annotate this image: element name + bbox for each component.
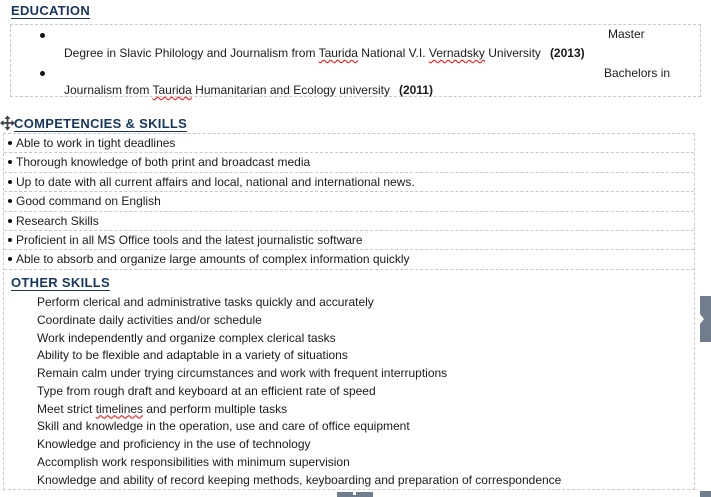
competencies-heading: COMPETENCIES & SKILLS [14,116,188,131]
corner-resize-handle[interactable] [700,491,711,497]
competency-text: Good command on English [16,194,161,209]
misspelled-word: Vernadsky [428,46,485,60]
skill-line: Knowledge and ability of record keeping … [37,472,562,487]
text-segment: University [484,46,541,60]
skill-line: Remain calm under trying circumstances a… [37,366,448,380]
bullet-icon [8,257,12,262]
competency-text: Up to date with all current affairs and … [16,174,415,189]
bullet-icon [40,71,45,76]
bullet-icon [40,33,45,38]
bullet-icon [8,160,12,165]
skill-line: Type from rough draft and keyboard at an… [37,383,376,398]
education-section-box[interactable]: Master Degree in Slavic Philology and Jo… [10,24,701,97]
bullet-icon [8,141,12,145]
competency-row[interactable]: Research Skills [4,212,694,231]
skill-line: Knowledge and proficiency in the use of … [37,437,311,451]
competencies-list: Able to work in tight deadlines Thorough… [3,133,695,270]
bullet-icon [8,199,12,204]
education-item-lead: Master [608,27,645,41]
competency-text: Research Skills [16,213,99,228]
competency-row[interactable]: Able to absorb and organize large amount… [4,250,694,270]
other-skills-section-box[interactable]: OTHER SKILLS Perform clerical and admini… [3,262,695,490]
skill-line: Accomplish work responsibilities with mi… [37,454,350,469]
other-skills-heading: OTHER SKILLS [11,275,110,290]
skill-line: Perform clerical and administrative task… [37,295,374,309]
competency-row[interactable]: Proficient in all MS Office tools and th… [4,231,694,251]
education-item-lead: Bachelors in [604,66,671,80]
horizontal-scroll-handle[interactable] [337,492,373,497]
bullet-icon [8,237,12,242]
competency-row[interactable]: Good command on English [4,192,694,212]
misspelled-word: Taurida [152,83,192,97]
competency-row[interactable]: Up to date with all current affairs and … [4,173,694,193]
other-skills-list: Perform clerical and administrative task… [37,294,561,489]
competency-text: Able to work in tight deadlines [16,136,176,150]
education-heading: EDUCATION [11,3,91,18]
text-segment: Degree in Slavic Philology and Journalis… [64,46,319,60]
competency-row[interactable]: Thorough knowledge of both print and bro… [4,153,694,173]
text-segment: Meet strict [37,401,96,416]
education-year: (2011) [398,83,433,97]
skill-line: Coordinate daily activities and/or sched… [37,312,262,327]
bullet-icon [8,179,12,184]
competency-row[interactable]: Able to work in tight deadlines [4,134,694,154]
skill-line: Ability to be flexible and adaptable in … [37,348,348,363]
text-segment: and perform multiple tasks [143,401,288,416]
education-item-text: Journalism from Taurida Humanitarian and… [64,83,433,97]
education-item-text: Degree in Slavic Philology and Journalis… [64,46,585,60]
left-notch-icon [700,314,704,324]
vertical-scroll-handle[interactable] [700,296,711,342]
move-handle-icon[interactable] [0,113,16,135]
education-year: (2013) [549,46,585,60]
text-segment: Humanitarian and Ecology university [191,83,390,97]
misspelled-word: Taurida [318,46,358,60]
skill-line: Work independently and organize complex … [37,330,336,345]
competency-text: Thorough knowledge of both print and bro… [16,155,311,170]
bullet-icon [8,218,12,223]
skill-line: Skill and knowledge in the operation, us… [37,419,410,434]
skill-line: Meet strict timelines and perform multip… [37,401,561,419]
text-segment: National V.I. [357,46,429,60]
competency-text: Able to absorb and organize large amount… [16,252,410,267]
text-segment: Journalism from [64,83,153,97]
notch-icon [353,492,356,495]
competency-text: Proficient in all MS Office tools and th… [16,232,363,247]
misspelled-word: timelines [95,401,144,416]
